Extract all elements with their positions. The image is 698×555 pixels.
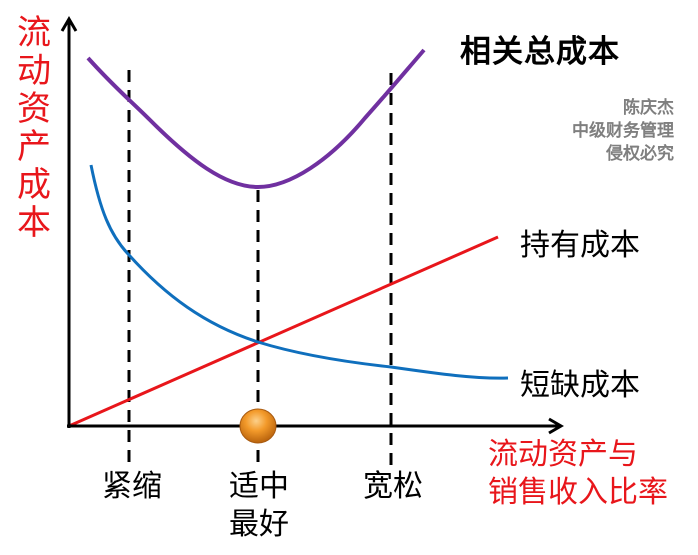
total-cost-curve (86, 48, 426, 190)
x-axis-label: 流动资产与 销售收入比率 (488, 436, 668, 512)
x-tick-tight: 紧缩 (102, 469, 162, 504)
chart-title: 相关总成本 (460, 34, 620, 70)
x-tick-moderate: 适中 最好 (224, 468, 294, 544)
y-label-char: 动 (17, 51, 51, 91)
x-axis-label-line1: 流动资产与 (488, 437, 638, 472)
shortage-cost-label: 短缺成本 (520, 368, 640, 403)
x-axis-arrow-icon (548, 417, 564, 435)
holding-cost-line (68, 235, 499, 428)
y-label-char: 本 (17, 203, 51, 243)
watermark-course: 中级财务管理 (572, 121, 674, 141)
x-axis-label-line2: 销售收入比率 (488, 475, 668, 510)
y-axis-label: 流 动 资 产 成 本 (14, 14, 54, 242)
watermark-author: 陈庆杰 (623, 98, 674, 118)
watermark-copyright: 侵权必究 (606, 144, 674, 164)
optimal-point-marker-icon (239, 408, 277, 444)
y-label-char: 产 (17, 127, 51, 167)
holding-cost-label: 持有成本 (520, 228, 640, 263)
y-label-char: 资 (17, 89, 51, 129)
x-tick-moderate-line1: 适中 (229, 469, 289, 504)
x-tick-loose: 宽松 (363, 469, 423, 504)
y-label-char: 成 (17, 165, 51, 205)
shortage-cost-curve (89, 164, 509, 380)
x-tick-moderate-line2: 最好 (229, 507, 289, 542)
watermark: 陈庆杰 中级财务管理 侵权必究 (572, 97, 674, 166)
y-axis-arrow-icon (60, 16, 78, 32)
y-label-char: 流 (17, 13, 51, 53)
